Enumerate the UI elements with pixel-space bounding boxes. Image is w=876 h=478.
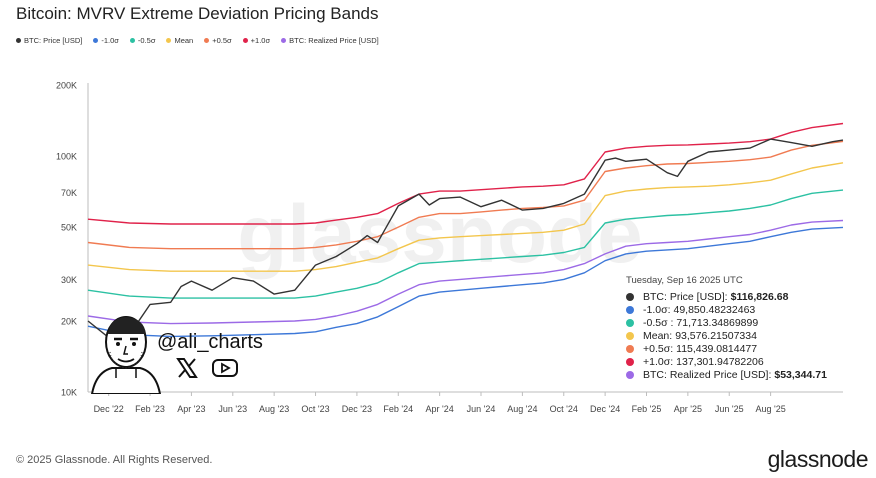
series-line-mean [87,162,844,272]
y-tick-label: 30K [61,275,77,285]
tooltip-label: -1.0σ: [643,303,671,316]
legend-dot-icon [242,38,248,43]
x-tick-label: Feb '23 [135,404,165,414]
chart-title: Bitcoin: MVRV Extreme Deviation Pricing … [16,4,379,23]
legend-item-price[interactable]: BTC: Price [USD] [16,36,82,45]
legend-item-plus-half-sigma[interactable]: +0.5σ [204,36,232,45]
y-tick-label: 100K [56,152,77,162]
x-tick-label: Jun '23 [218,404,247,414]
legend-label: -1.0σ [101,36,119,45]
chart-plot[interactable]: glassnode 10K 20K 30K 50K 70K 100K 200K Dec '2… [0,0,876,440]
watermark: glassnode [237,189,643,280]
legend-item-realized-price[interactable]: BTC: Realized Price [USD] [281,36,379,45]
legend-item-mean[interactable]: Mean [166,36,193,45]
tooltip-label: +1.0σ: [643,355,674,368]
legend-label: +1.0σ [250,36,271,45]
chart-grid [87,83,843,393]
tooltip-row-plus-1-sigma: +1.0σ: 137,301.94782206 [626,355,848,368]
legend-label: -0.5σ [137,36,156,45]
tooltip-dot-icon [626,370,634,379]
legend-dot-icon [204,38,210,43]
x-tick-label: Jun '25 [715,404,744,414]
tooltip-dot-icon [626,305,634,314]
tooltip-value: $116,826.68 [730,290,789,303]
y-tick-label: 20K [61,316,77,326]
tooltip-row-price: BTC: Price [USD]: $116,826.68 [626,290,848,303]
series-line-1-0 [87,122,844,225]
chart-bands [87,122,844,339]
tooltip-dot-icon [626,331,634,340]
youtube-icon[interactable] [212,358,238,378]
social-links [176,358,238,378]
tooltip-value: $53,344.71 [774,368,827,381]
tooltip-row-realized-price: BTC: Realized Price [USD]: $53,344.71 [626,368,848,381]
brand-logo: glassnode [767,446,869,472]
tooltip-value: 137,301.94782206 [676,355,764,368]
avatar [90,312,162,399]
avatar-illustration [90,316,162,395]
tooltip-label: BTC: Price [USD]: [643,290,728,303]
legend-item-minus-1-sigma[interactable]: -1.0σ [93,36,119,45]
legend-dot-icon [281,38,287,43]
tooltip-dot-icon [626,318,634,327]
x-tick-label: Feb '24 [383,404,413,414]
tooltip-value: 93,576.21507334 [675,329,757,342]
x-tick-label: Dec '23 [342,404,372,414]
x-tick-label: Apr '24 [426,404,454,414]
tooltip: Tuesday, Sep 16 2025 UTC BTC: Price [USD… [626,275,848,381]
series-line-btc-price-usd [87,138,844,339]
tooltip-row-plus-half-sigma: +0.5σ: 115,439.0814477 [626,342,848,355]
y-tick-label: 50K [61,223,77,233]
y-axis: 10K 20K 30K 50K 70K 100K 200K [56,81,77,398]
tooltip-dot-icon [626,292,634,301]
tooltip-row-minus-half-sigma: -0.5σ :71,713.34869899 [626,316,848,329]
tooltip-value: 115,439.0814477 [676,342,758,355]
x-tick-label: Aug '25 [755,404,785,414]
legend-label: BTC: Price [USD] [24,36,83,45]
tooltip-row-minus-1-sigma: -1.0σ: 49,850.48232463 [626,303,848,316]
x-tick-label: Dec '24 [590,404,620,414]
x-tick-label: Aug '23 [259,404,289,414]
tooltip-label: BTC: Realized Price [USD]: [643,368,772,381]
x-tick-label: Jun '24 [467,404,496,414]
x-tick-label: Feb '25 [632,404,662,414]
legend: BTC: Price [USD] -1.0σ -0.5σ Mean +0.5σ … [16,36,379,45]
x-tick-label: Oct '23 [301,404,329,414]
x-tick-label: Oct '24 [550,404,578,414]
legend-dot-icon [129,38,135,43]
tooltip-value: 71,713.34869899 [676,316,759,329]
x-tick-label: Aug '24 [507,404,537,414]
tooltip-value: 49,850.48232463 [673,303,756,316]
legend-item-minus-half-sigma[interactable]: -0.5σ [129,36,156,45]
series-line-1-0 [87,226,844,338]
copyright: © 2025 Glassnode. All Rights Reserved. [16,454,213,466]
x-tick-label: Apr '25 [674,404,702,414]
legend-dot-icon [93,38,99,43]
tooltip-date: Tuesday, Sep 16 2025 UTC [626,275,743,286]
x-axis: Dec '22 Feb '23 Apr '23 Jun '23 Aug '23 Oct '… [94,392,786,414]
series-line-0-5 [87,140,844,250]
tooltip-row-mean: Mean: 93,576.21507334 [626,329,848,342]
y-tick-label: 200K [56,81,77,91]
x-tick-label: Apr '23 [177,404,205,414]
legend-dot-icon [166,38,172,43]
series-line-btc-realized-price-usd [87,219,844,325]
legend-label: +0.5σ [212,36,232,45]
tooltip-label: Mean: [643,329,673,342]
tooltip-dot-icon [626,344,634,353]
legend-dot-icon [16,38,21,43]
legend-label: BTC: Realized Price [USD] [289,36,379,45]
series-line-0-5 [87,189,844,299]
tooltip-dot-icon [626,357,634,366]
x-tick-label: Dec '22 [94,404,124,414]
author-handle: @ali_charts [157,331,263,353]
y-tick-label: 10K [61,388,77,398]
legend-label: Mean [174,36,194,45]
tooltip-label: -0.5σ : [643,316,674,329]
y-tick-label: 70K [61,188,77,198]
x-twitter-icon[interactable] [176,358,198,378]
tooltip-label: +0.5σ: [643,342,674,355]
legend-item-plus-1-sigma[interactable]: +1.0σ [242,36,271,45]
